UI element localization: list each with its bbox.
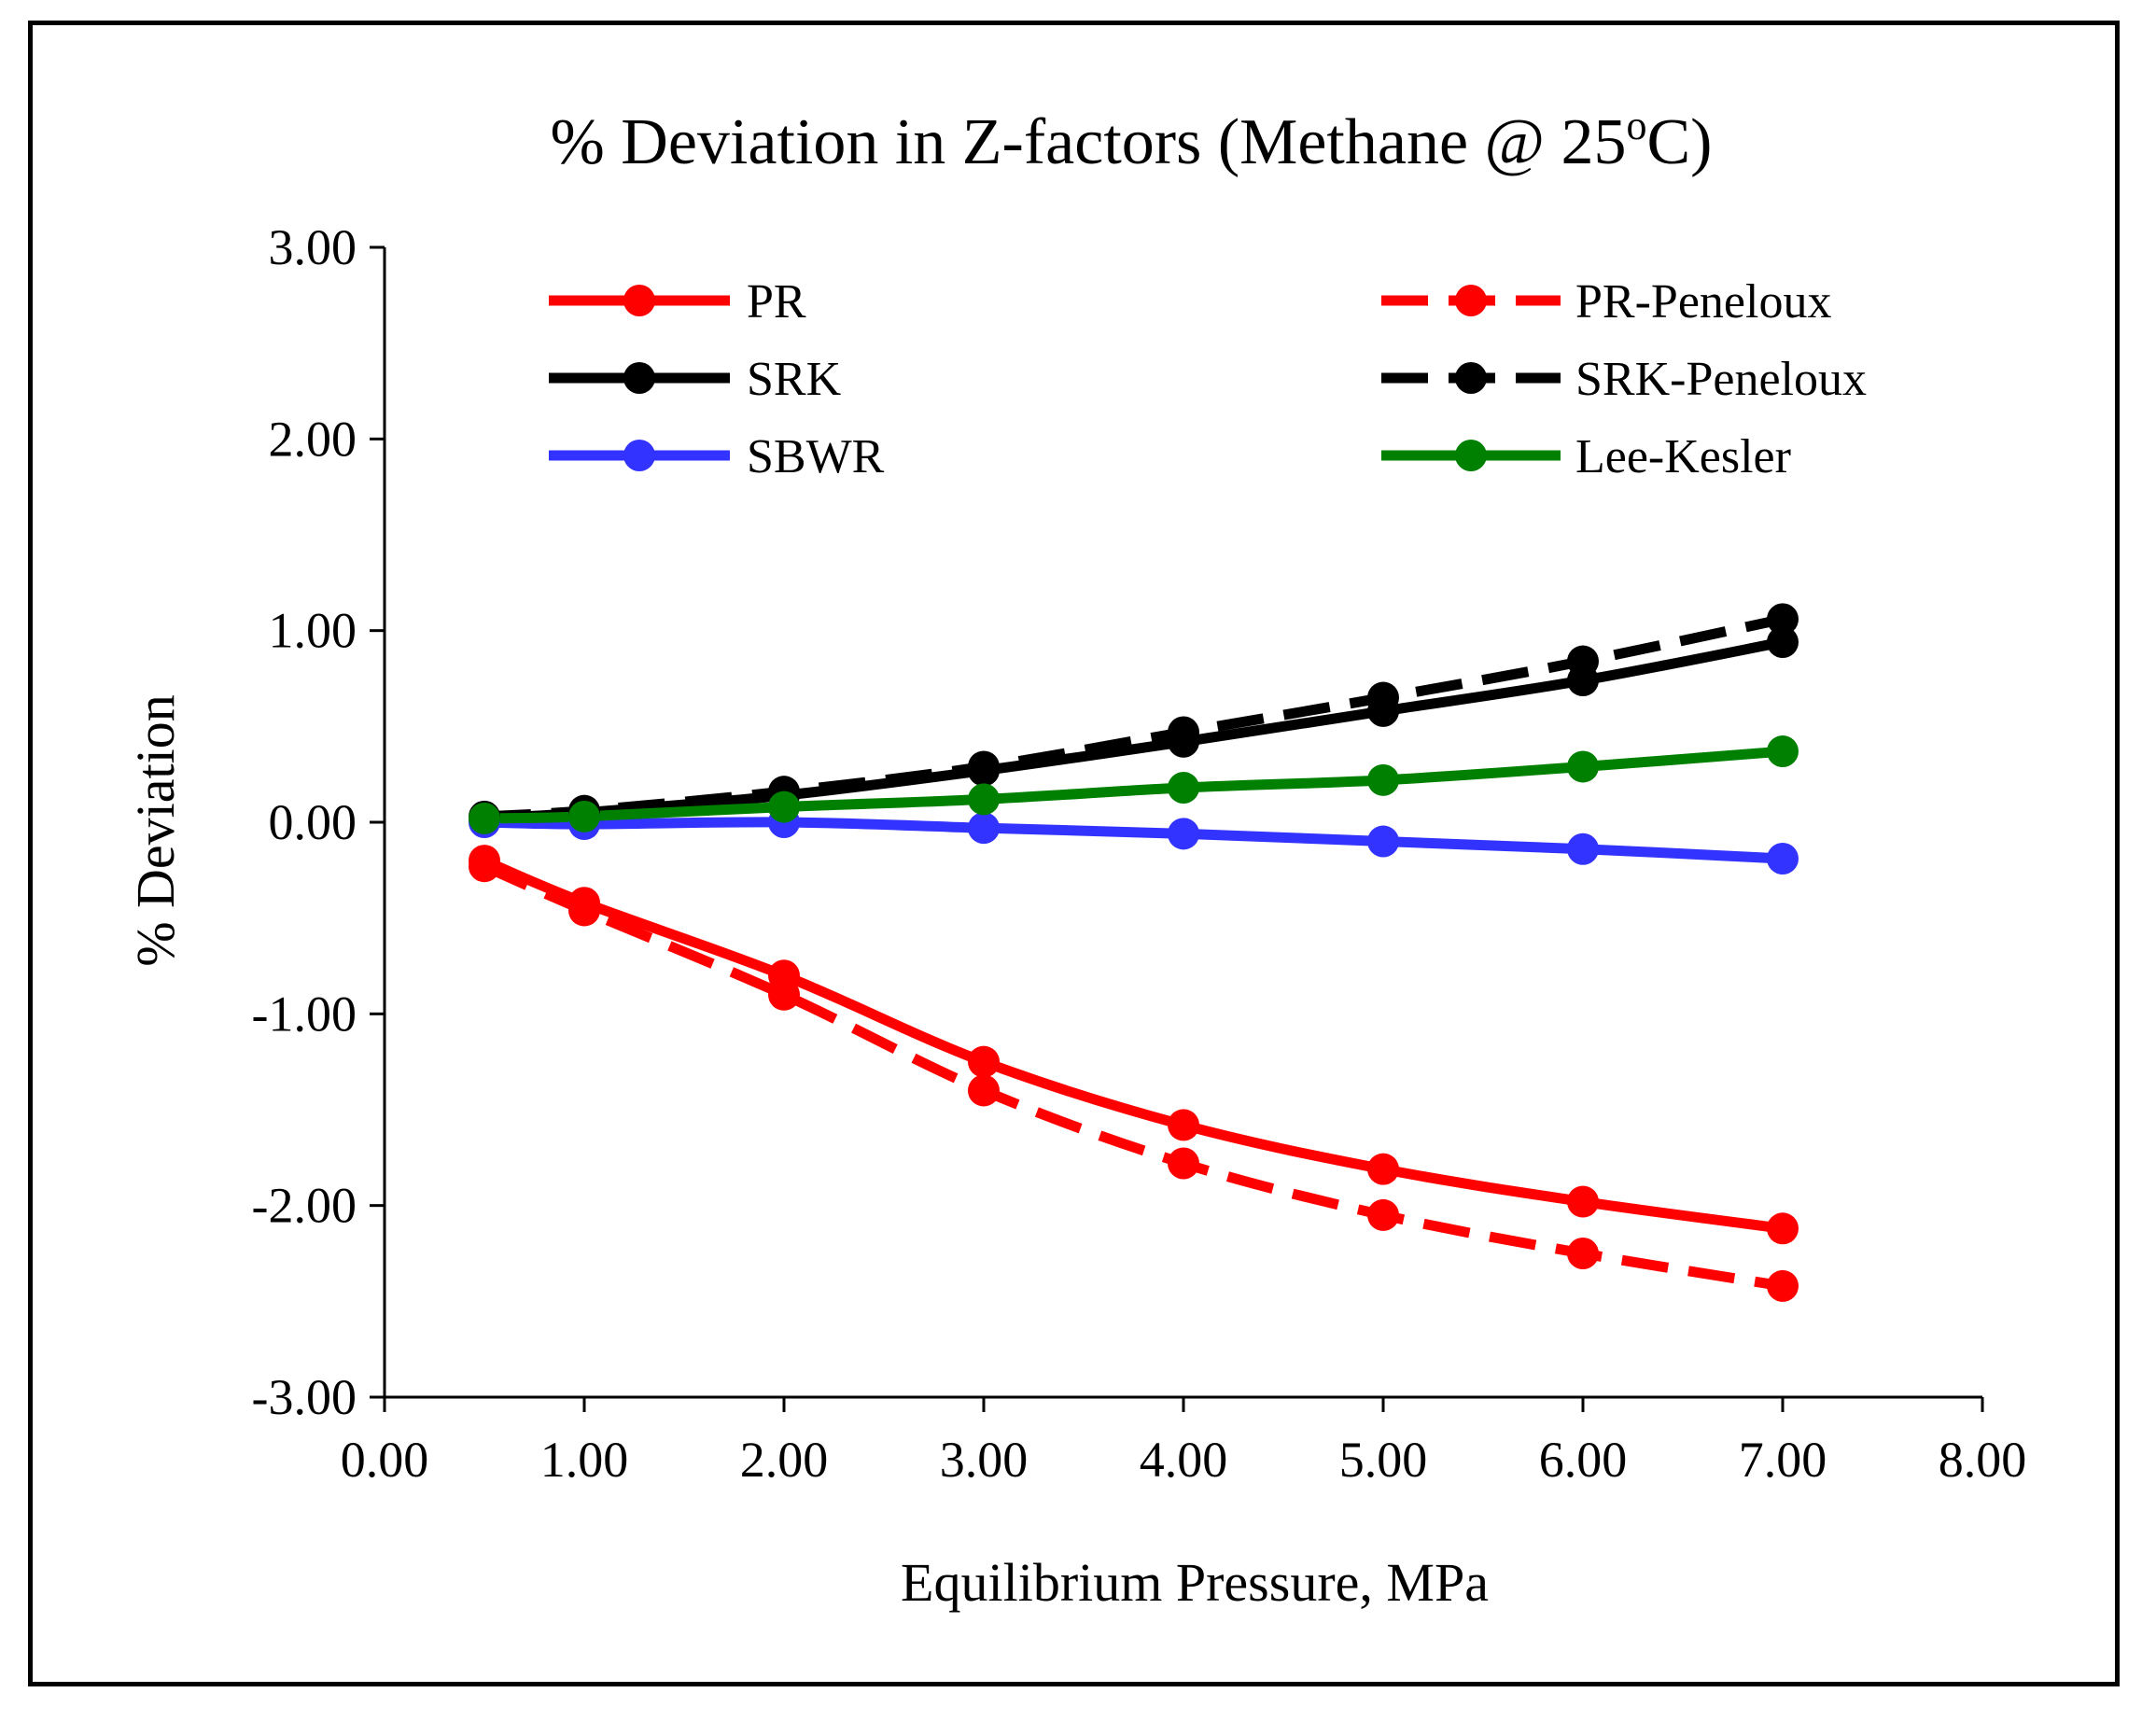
series-lines bbox=[482, 613, 1785, 1292]
y-tick-label: -2.00 bbox=[252, 1178, 357, 1234]
series-line-pr-peneloux bbox=[482, 861, 1784, 1292]
legend-marker-lee-kesler bbox=[1455, 440, 1487, 471]
data-point-pr-peneloux bbox=[1767, 1269, 1799, 1302]
data-point-pr bbox=[968, 1045, 1000, 1078]
data-point-lee-kesler bbox=[1168, 772, 1199, 805]
data-point-lee-kesler bbox=[1367, 763, 1399, 796]
data-point-pr bbox=[1767, 1212, 1799, 1245]
y-tick-label: 0.00 bbox=[269, 794, 357, 850]
data-point-srk-peneloux bbox=[1367, 681, 1399, 714]
data-point-pr-peneloux bbox=[568, 894, 600, 927]
x-tick-label: 0.00 bbox=[341, 1432, 429, 1488]
data-point-lee-kesler bbox=[968, 783, 1000, 816]
data-point-pr-peneloux bbox=[968, 1074, 1000, 1107]
data-point-srk bbox=[1767, 625, 1799, 658]
x-tick-label: 4.00 bbox=[1140, 1432, 1228, 1488]
y-tick-label: -3.00 bbox=[252, 1369, 357, 1425]
legend: PR PR-Peneloux SRK SRK-Peneloux SBWR Lee-Kesl… bbox=[549, 275, 1867, 483]
x-tick-label: 1.00 bbox=[540, 1432, 629, 1488]
legend-label-pr: PR bbox=[747, 275, 806, 329]
data-point-lee-kesler bbox=[1567, 750, 1599, 783]
axes: 3.00 2.00 1.00 0.00 -1.00 -2.00 -3.00 0.00 1.00 2… bbox=[252, 219, 2027, 1488]
x-tick-label: 6.00 bbox=[1539, 1432, 1628, 1488]
data-point-srk-peneloux bbox=[968, 750, 1000, 783]
data-point-pr-peneloux bbox=[1567, 1238, 1599, 1269]
data-point-pr-peneloux bbox=[1168, 1147, 1199, 1180]
x-tick-label: 2.00 bbox=[740, 1432, 829, 1488]
x-tick-label: 7.00 bbox=[1739, 1432, 1827, 1488]
data-point-srk-peneloux bbox=[1767, 603, 1799, 636]
data-point-pr bbox=[1567, 1185, 1599, 1218]
legend-label-srk-peneloux: SRK-Peneloux bbox=[1575, 353, 1867, 406]
legend-marker-srk-peneloux bbox=[1455, 362, 1487, 394]
chart-title-suffix: C) bbox=[1646, 106, 1712, 178]
x-tick-label: 3.00 bbox=[940, 1432, 1029, 1488]
data-point-pr bbox=[1367, 1153, 1399, 1185]
x-tick-label: 5.00 bbox=[1339, 1432, 1428, 1488]
chart-title: % Deviation in Z-factors (Methane @ 25oC… bbox=[551, 103, 1713, 178]
legend-marker-pr-peneloux bbox=[1455, 285, 1487, 316]
x-tick-label: 8.00 bbox=[1939, 1432, 2027, 1488]
data-point-pr-peneloux bbox=[768, 978, 800, 1011]
y-tick-label: 1.00 bbox=[269, 603, 357, 659]
y-tick-label: -1.00 bbox=[252, 986, 357, 1042]
legend-marker-srk bbox=[623, 362, 655, 394]
series-markers bbox=[469, 603, 1799, 1302]
legend-marker-pr bbox=[623, 285, 655, 316]
data-point-srk-peneloux bbox=[1168, 716, 1199, 749]
legend-label-sbwr: SBWR bbox=[747, 430, 885, 483]
legend-label-srk: SRK bbox=[747, 353, 842, 406]
data-point-sbwr bbox=[968, 812, 1000, 845]
series-line-pr bbox=[482, 856, 1784, 1234]
data-point-lee-kesler bbox=[768, 791, 800, 823]
data-point-sbwr bbox=[1567, 833, 1599, 865]
data-point-lee-kesler bbox=[469, 802, 500, 834]
data-point-lee-kesler bbox=[568, 800, 600, 833]
chart-title-superscript: o bbox=[1626, 103, 1646, 148]
data-point-srk-peneloux bbox=[1567, 645, 1599, 678]
y-tick-label: 3.00 bbox=[269, 219, 357, 275]
legend-label-lee-kesler: Lee-Kesler bbox=[1575, 430, 1791, 483]
data-point-pr-peneloux bbox=[1367, 1198, 1399, 1231]
chart-title-main: % Deviation in Z-factors (Methane @ 25 bbox=[551, 106, 1627, 178]
data-point-pr bbox=[1168, 1109, 1199, 1141]
data-point-sbwr bbox=[1168, 818, 1199, 850]
data-point-pr-peneloux bbox=[469, 850, 500, 883]
data-point-sbwr bbox=[1767, 843, 1799, 875]
y-axis-title: % Deviation bbox=[125, 694, 186, 967]
x-axis-title: Equilibrium Pressure, MPa bbox=[901, 1552, 1489, 1613]
data-point-sbwr bbox=[1367, 825, 1399, 858]
legend-marker-sbwr bbox=[623, 440, 655, 471]
data-point-lee-kesler bbox=[1767, 735, 1799, 768]
y-tick-label: 2.00 bbox=[269, 411, 357, 467]
legend-label-pr-peneloux: PR-Peneloux bbox=[1575, 275, 1831, 329]
